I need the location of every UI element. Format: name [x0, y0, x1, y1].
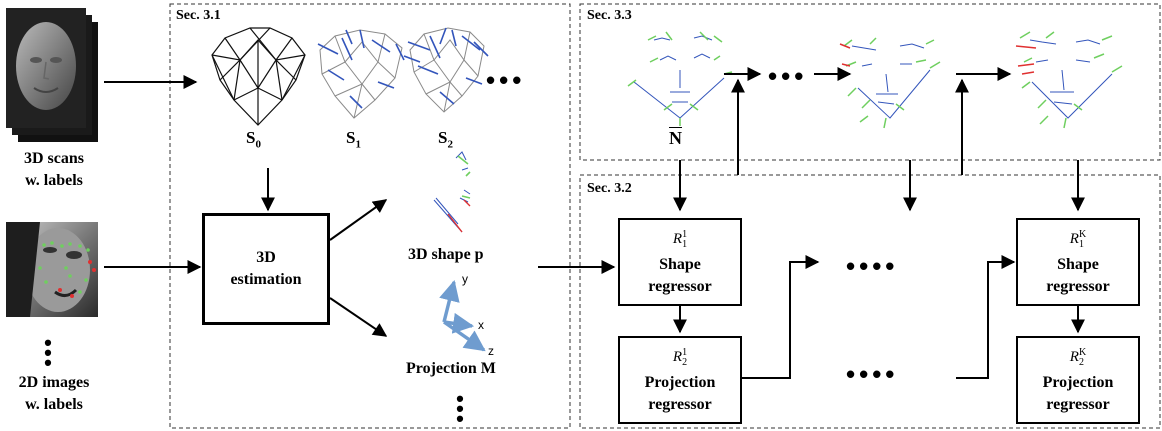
scans-label-line2: w. labels — [25, 172, 83, 189]
r2k-symbol: R2K — [1070, 344, 1086, 372]
section-3-2-box — [579, 174, 1161, 429]
r1k-symbol: R1K — [1070, 226, 1086, 254]
section-3-1-box — [169, 3, 571, 429]
mesh-s2 — [403, 27, 489, 113]
connector-prev-to-r1k — [956, 255, 1016, 379]
r21-sup: 1 — [682, 347, 688, 358]
projection-regressor-k: R2K Projection regressor — [1016, 336, 1140, 424]
shape-regressor-1: R11 Shape regressor — [618, 218, 742, 306]
projection-regressor-k-line2: regressor — [1046, 396, 1110, 413]
r1k-sub: 1 — [1078, 239, 1084, 250]
r11-sub: 1 — [682, 239, 688, 250]
projection-vertical-dots: • • • — [456, 386, 464, 431]
projection-axes — [439, 279, 486, 352]
section-3-2-label: Sec. 3.2 — [587, 181, 632, 196]
arrow-estimation-to-projection — [329, 297, 388, 337]
shape-p-points — [433, 151, 471, 233]
estimation-line2: estimation — [230, 271, 302, 288]
r1k-sup: K — [1078, 229, 1087, 240]
s0-label-letter: S — [246, 128, 256, 147]
r21-sub: 2 — [682, 357, 688, 368]
s1-label-letter: S — [346, 128, 356, 147]
mesh-ellipsis: ••• — [486, 65, 526, 95]
r1k-letter: R — [1069, 231, 1079, 247]
iteration-ellipsis-top: ••• — [768, 61, 808, 91]
section-3-3-label: Sec. 3.3 — [587, 8, 632, 23]
s1-label-sub: 1 — [355, 138, 361, 151]
images-label-line1: 2D images — [18, 374, 90, 391]
projection-regressor-k-line1: Projection — [1042, 374, 1114, 391]
projection-regressor-1: R21 Projection regressor — [618, 336, 742, 424]
axis-y-label: y — [462, 272, 468, 286]
arrow-estimation-to-shape — [329, 199, 388, 241]
section-3-3-box — [579, 3, 1161, 161]
r2k-letter: R — [1069, 349, 1079, 365]
estimation-box: 3D estimation — [203, 214, 329, 324]
projection-regressor-1-line2: regressor — [648, 396, 712, 413]
axis-z-label: z — [488, 344, 494, 358]
shape-regressor-k: R1K Shape regressor — [1016, 218, 1140, 306]
r11-letter: R — [672, 231, 683, 247]
s0-label: S0 — [246, 128, 261, 150]
shape-regressor-k-line1: Shape — [1057, 256, 1099, 273]
s0-label-sub: 0 — [255, 138, 261, 151]
r2k-sup: K — [1078, 347, 1087, 358]
r21-symbol: R21 — [673, 344, 687, 372]
projection-m-label: Projection M — [406, 360, 496, 377]
section-3-1-label: Sec. 3.1 — [176, 8, 221, 23]
s2-label-letter: S — [438, 128, 448, 147]
scan-stack-image — [6, 8, 98, 142]
stage-ellipsis-bottom: •••• — [846, 359, 899, 389]
r2k-sub: 2 — [1078, 357, 1084, 368]
nbar-label: N — [669, 128, 682, 148]
r11-symbol: R11 — [673, 226, 687, 254]
landmark-figure-mean — [627, 31, 733, 126]
images-vertical-dots: • • • — [44, 330, 52, 375]
connector-r21-to-next — [742, 255, 820, 379]
s2-label-sub: 2 — [447, 138, 453, 151]
mesh-s0 — [211, 27, 306, 126]
s1-label: S1 — [346, 128, 361, 150]
stage-ellipsis-top: •••• — [846, 251, 899, 281]
s2-label: S2 — [438, 128, 453, 150]
images-label: 2D images w. labels — [6, 372, 102, 416]
face-image — [6, 222, 98, 317]
scans-label: 3D scans w. labels — [6, 148, 102, 192]
mesh-s1 — [317, 29, 405, 119]
shape-p-label: 3D shape p — [408, 246, 484, 263]
r11-sup: 1 — [682, 229, 688, 240]
shape-regressor-k-line2: regressor — [1046, 278, 1110, 295]
shape-regressor-1-line2: regressor — [648, 278, 712, 295]
scans-label-line1: 3D scans — [23, 150, 84, 167]
landmark-figure-mid — [839, 37, 941, 129]
r21-letter: R — [672, 349, 683, 365]
projection-regressor-1-line1: Projection — [644, 374, 716, 391]
landmark-figure-final — [1015, 31, 1123, 129]
shape-regressor-1-line1: Shape — [659, 256, 701, 273]
images-label-line2: w. labels — [25, 396, 83, 413]
axis-x-label: x — [478, 318, 484, 332]
estimation-line1: 3D — [256, 249, 276, 266]
